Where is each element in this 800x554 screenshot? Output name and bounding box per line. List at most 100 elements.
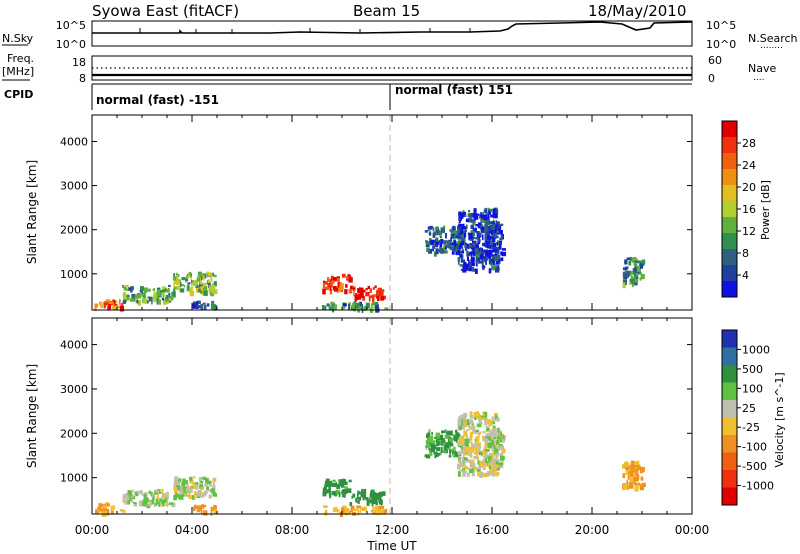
cpid-segment-2: normal (fast) 151 [395,83,513,97]
scatter-point [375,501,378,506]
scatter-point [443,240,447,244]
scatter-point [358,498,360,504]
scatter-point [164,494,167,499]
scatter-point [490,433,493,437]
scatter-point [137,490,140,495]
scatter-point [484,454,487,460]
scatter-point [427,437,432,443]
scatter-point [200,275,203,281]
scatter-point [335,288,340,291]
velocity-ylabel: Slant Range [km] [25,364,39,468]
scatter-point [636,266,641,272]
scatter-point [469,432,473,438]
scatter-point [171,291,176,298]
scatter-point [328,490,332,497]
scatter-point [188,495,192,499]
scatter-point [191,282,193,286]
power-colorbar-label: Power [dB] [759,180,772,240]
scatter-point [198,300,201,305]
scatter-point [476,455,479,461]
scatter-point [460,450,465,454]
scatter-point [488,253,492,259]
scatter-point [635,477,639,482]
scatter-point [458,437,463,443]
scatter-point [212,507,215,512]
cpid-segment-1: normal (fast) -151 [96,93,219,107]
scatter-point [162,286,166,292]
scatter-point [481,230,486,234]
scatter-point [430,239,435,244]
scatter-point [98,509,102,513]
scatter-point [181,284,185,287]
scatter-point [467,448,470,453]
scatter-point [472,221,476,225]
freq-tick-bottom: 8 [79,72,86,85]
scatter-point [381,505,385,510]
scatter-point [379,499,383,503]
scatter-point [173,484,178,490]
scatter-point [641,259,646,265]
scatter-point [636,273,639,277]
scatter-point [157,287,161,290]
scatter-point [336,489,341,495]
scatter-point [493,236,496,240]
colorbar-segment [722,265,737,282]
scatter-point [472,424,475,429]
scatter-point [486,428,488,432]
scatter-point [631,257,635,263]
scatter-point [428,226,432,230]
colorbar-segment [722,121,737,138]
scatter-point [367,285,370,289]
scatter-point [455,432,460,435]
scatter-point [202,302,206,305]
scatter-point [484,250,490,255]
scatter-point [496,417,500,421]
scatter-point [497,459,501,462]
scatter-point [490,440,494,446]
scatter-point [128,295,131,301]
scatter-point [436,441,440,447]
scatter-point [634,473,639,477]
scatter-point [492,449,495,455]
scatter-point [211,488,215,493]
scatter-point [482,435,486,440]
scatter-point [355,302,360,309]
scatter-point [330,275,334,281]
colorbar-tick-label: 24 [742,159,756,172]
scatter-point [500,431,502,438]
scatter-point [322,283,326,289]
y-tick-label: 3000 [60,180,88,193]
scatter-point [358,491,362,495]
scatter-point [475,224,479,227]
scatter-point [626,273,629,278]
scatter-point [467,451,471,456]
scatter-point [636,460,640,466]
scatter-point [431,447,435,453]
scatter-point [372,500,377,504]
scatter-point [491,236,496,243]
scatter-point [160,503,162,507]
scatter-point [460,415,465,419]
scatter-point [189,487,193,493]
scatter-point [484,420,488,426]
scatter-point [451,448,454,453]
nsky-trace [92,21,693,34]
scatter-point [343,491,346,498]
scatter-point [439,234,442,237]
scatter-point [639,484,644,491]
scatter-point [639,271,642,275]
scatter-point [457,257,460,263]
scatter-point [466,422,470,426]
nsearch-tick-top: 10^5 [706,19,736,32]
scatter-point [487,456,492,460]
scatter-point [448,454,452,458]
freq-label: Freq. [7,52,34,65]
velocity-colorbar-label: Velocity [m s^-1] [773,372,786,467]
x-tick-label: 12:00 [375,523,410,537]
scatter-point [443,438,445,441]
scatter-point [329,286,332,291]
beam-title: Beam 15 [353,2,420,20]
scatter-point [460,256,463,261]
scatter-point [122,300,126,304]
scatter-point [203,286,208,291]
